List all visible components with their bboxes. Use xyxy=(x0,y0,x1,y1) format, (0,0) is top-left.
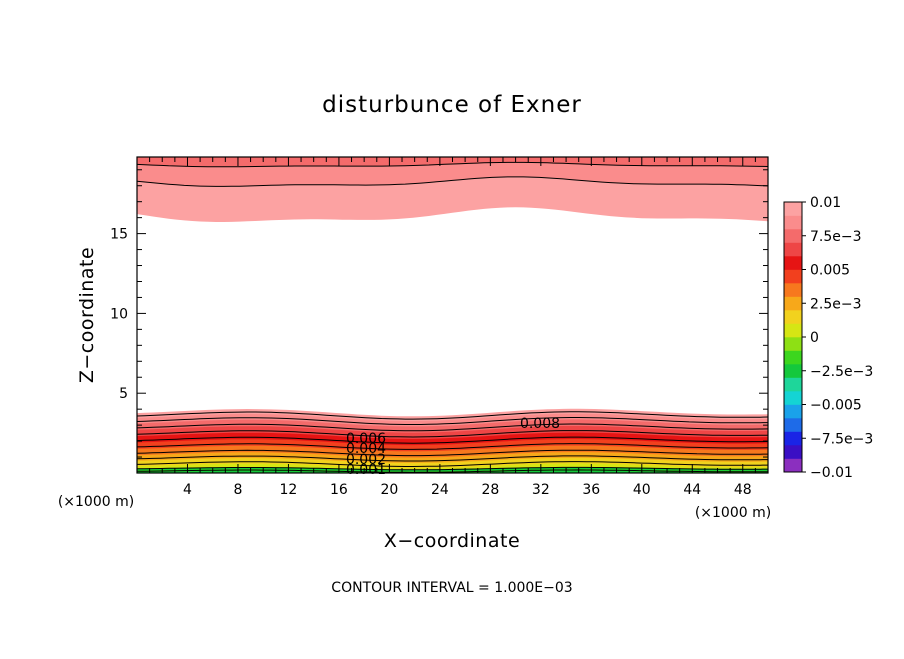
colorbar-cell-10 xyxy=(784,323,802,338)
contour-label-0002: 0.002 xyxy=(346,452,386,468)
colorbar-label-1: 7.5e−3 xyxy=(810,229,862,245)
colorbar-label-4: 0 xyxy=(810,330,819,346)
colorbar-cell-12 xyxy=(784,296,802,311)
x-tick-label-36: 36 xyxy=(582,482,600,498)
x-tick-label-12: 12 xyxy=(280,482,298,498)
x-tick-label-24: 24 xyxy=(431,482,449,498)
colorbar-cell-6 xyxy=(784,377,802,392)
colorbar-labels: 0.01 7.5e−3 0.005 2.5e−3 0 −2.5e−3 −0.005 −7.5e… xyxy=(802,195,873,481)
contour-lines xyxy=(137,161,768,473)
x-axis-ticks: 4 8 12 16 20 24 28 32 36 40 44 48 xyxy=(149,157,756,498)
colorbar-label-7: −7.5e−3 xyxy=(810,431,873,447)
colorbar-cell-11 xyxy=(784,310,802,324)
x-tick-label-40: 40 xyxy=(633,482,651,498)
colorbar-label-3: 2.5e−3 xyxy=(810,296,862,312)
y-axis-label: Z−coordinate xyxy=(76,247,98,383)
contour-labels: 0.008 0.006 0.004 0.002 0.001 xyxy=(346,416,560,478)
colorbar-cell-17 xyxy=(784,229,802,243)
colorbar-label-6: −0.005 xyxy=(810,398,862,414)
lower-contour-line-4 xyxy=(137,430,768,438)
x-tick-label-32: 32 xyxy=(532,482,550,498)
colorbar-label-8: −0.01 xyxy=(810,465,853,481)
upper-contour-line-2 xyxy=(137,161,768,168)
x-tick-label-44: 44 xyxy=(683,482,701,498)
y-tick-label-15: 15 xyxy=(110,227,128,243)
y-tick-label-10: 10 xyxy=(110,306,128,322)
lower-contour-line-3 xyxy=(137,423,768,432)
x-tick-label-8: 8 xyxy=(233,482,242,498)
plot-area xyxy=(137,157,768,473)
colorbar-cell-15 xyxy=(784,256,802,270)
x-tick-label-28: 28 xyxy=(481,482,499,498)
contour-label-0006: 0.006 xyxy=(346,431,386,447)
colorbar-cell-7 xyxy=(784,364,802,378)
colorbar-cell-1 xyxy=(784,445,802,459)
x-tick-label-16: 16 xyxy=(330,482,348,498)
z-unit-label: (×1000 m) xyxy=(695,505,771,521)
colorbar-cell-14 xyxy=(784,269,802,284)
colorbar-cell-4 xyxy=(784,404,802,419)
lower-contour-line-5 xyxy=(137,436,768,444)
contour-label-0004: 0.004 xyxy=(346,441,386,457)
colorbar-cell-16 xyxy=(784,242,802,257)
colorbar-cells xyxy=(784,202,802,473)
x-axis-label: X−coordinate xyxy=(384,530,520,552)
lower-contour-line-6 xyxy=(137,443,768,450)
lower-contour-line-8 xyxy=(137,455,768,462)
colorbar-cell-19 xyxy=(784,202,802,216)
colorbar: 0.01 7.5e−3 0.005 2.5e−3 0 −2.5e−3 −0.005 −7.5e… xyxy=(783,195,873,481)
contour-interval-note: CONTOUR INTERVAL = 1.000E−03 xyxy=(331,580,572,596)
colorbar-cell-0 xyxy=(784,458,802,473)
colorbar-cell-5 xyxy=(784,391,802,405)
colorbar-cell-8 xyxy=(784,350,802,365)
x-unit-label: (×1000 m) xyxy=(58,494,134,510)
chart-title: disturbunce of Exner xyxy=(322,92,582,118)
colorbar-label-5: −2.5e−3 xyxy=(810,364,873,380)
x-tick-label-4: 4 xyxy=(183,482,192,498)
colorbar-cell-13 xyxy=(784,283,802,297)
x-tick-label-20: 20 xyxy=(380,482,398,498)
x-tick-label-48: 48 xyxy=(734,482,752,498)
colorbar-label-2: 0.005 xyxy=(810,263,850,279)
y-tick-label-5: 5 xyxy=(119,386,128,402)
contour-label-0008: 0.008 xyxy=(520,416,560,432)
lower-contour-line-7 xyxy=(137,449,768,457)
colorbar-cell-9 xyxy=(784,337,802,351)
colorbar-cell-18 xyxy=(784,215,802,230)
upper-contour-line-1 xyxy=(137,176,768,187)
y-axis-ticks: 5 10 15 xyxy=(110,169,768,458)
lower-contour-line-1 xyxy=(137,411,768,420)
colorbar-cell-2 xyxy=(784,431,802,446)
lower-contour-line-9 xyxy=(137,461,768,467)
colorbar-cell-3 xyxy=(784,418,802,432)
contour-label-0001: 0.001 xyxy=(346,462,386,478)
lower-contour-line-2 xyxy=(137,417,768,425)
colorbar-label-0: 0.01 xyxy=(810,195,841,211)
